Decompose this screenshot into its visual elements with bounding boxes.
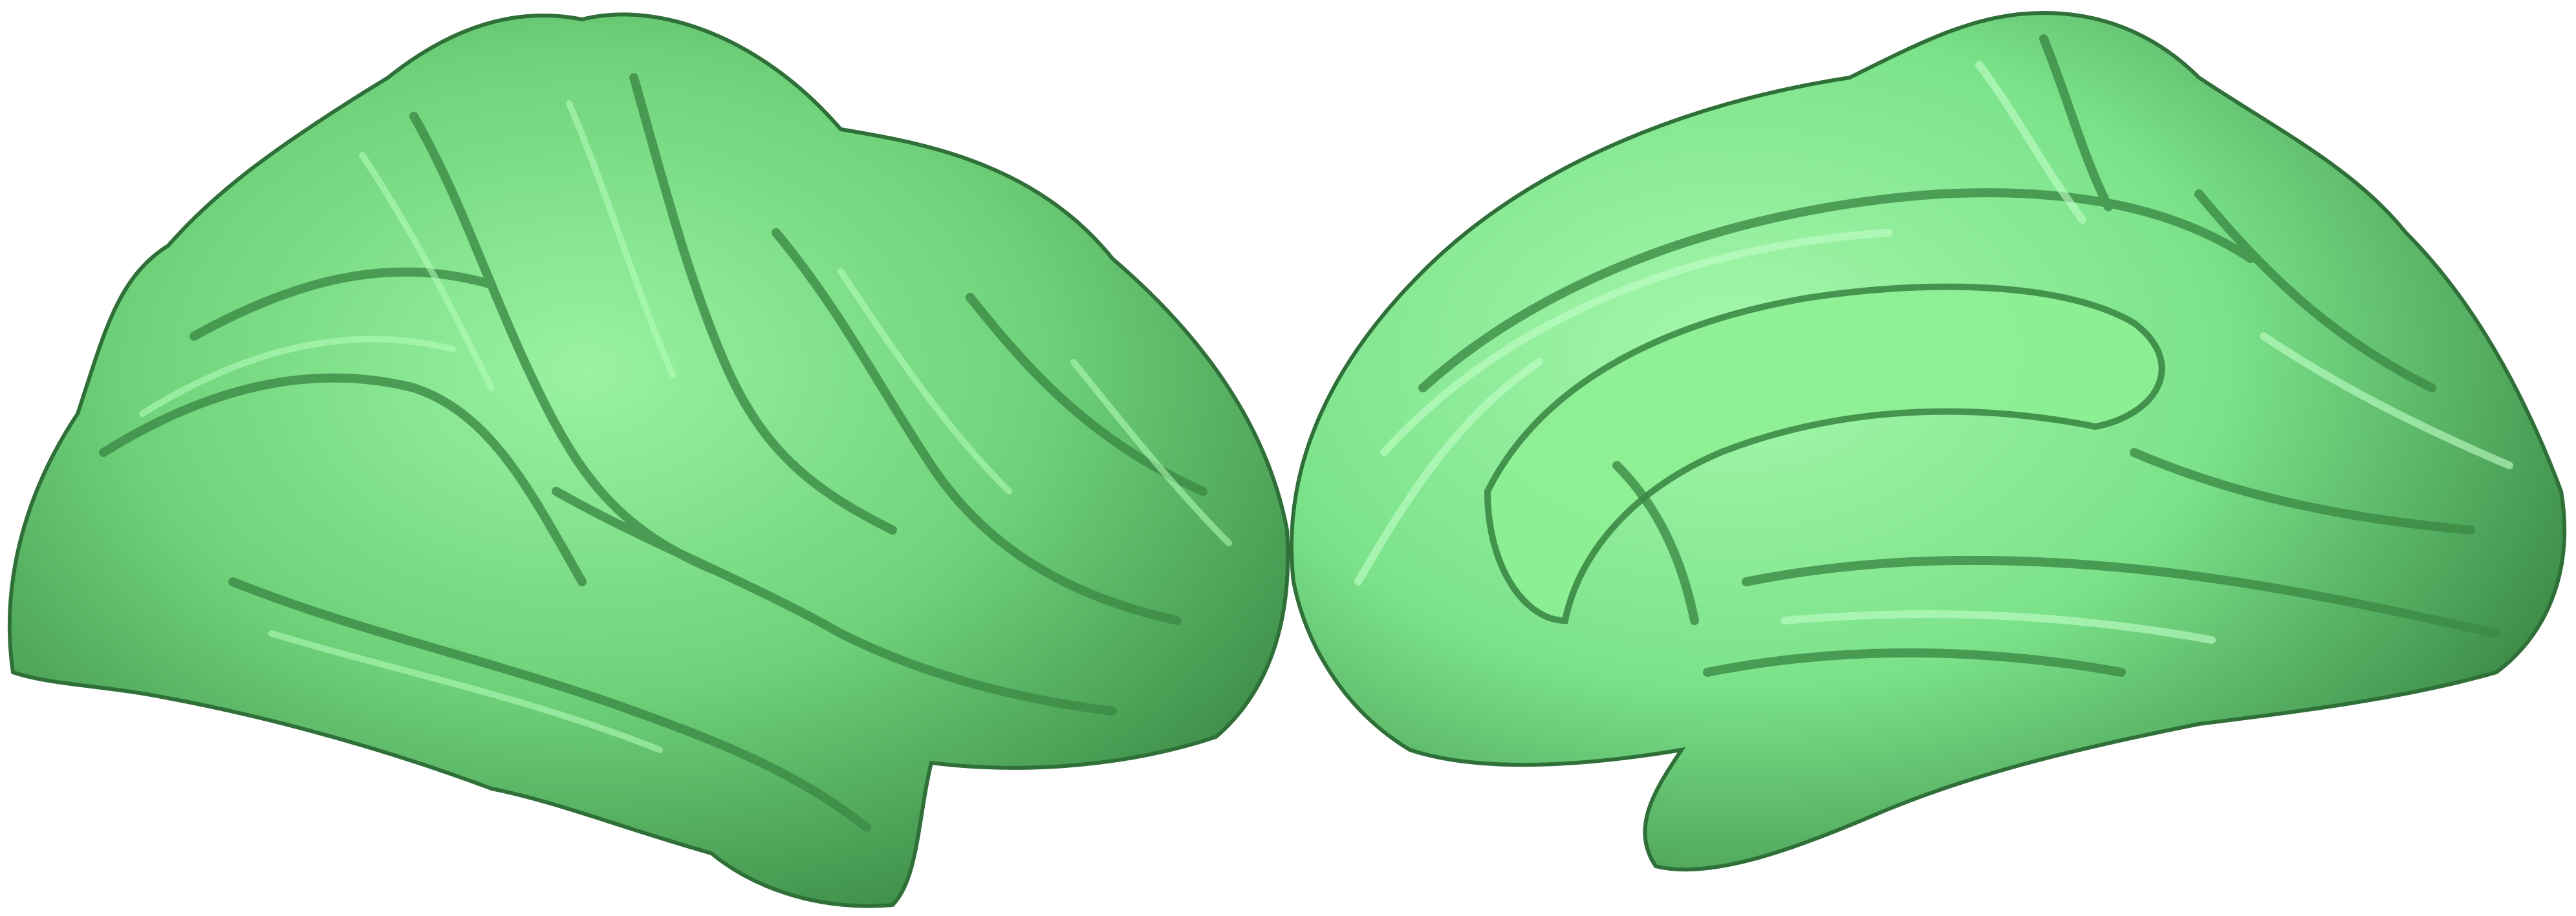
right-hemisphere-gyri-highlights <box>1354 61 2513 644</box>
left-hemisphere-gyri-highlights <box>139 100 1232 753</box>
corpus-callosum-region <box>1484 283 2165 624</box>
right-hemisphere-outline <box>1290 10 2567 872</box>
right-hemisphere-medial-view <box>1290 10 2567 872</box>
left-hemisphere-lateral-view <box>7 12 1290 908</box>
right-hemisphere-sulci <box>1418 34 2501 677</box>
